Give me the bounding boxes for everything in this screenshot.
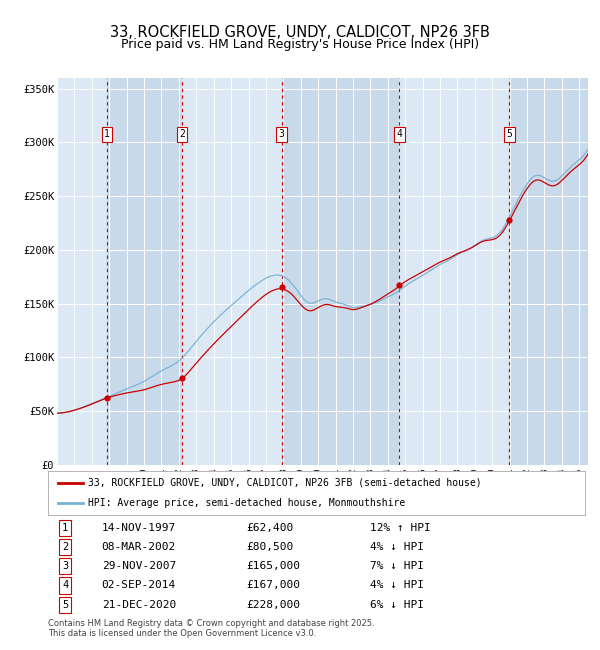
Text: 4% ↓ HPI: 4% ↓ HPI xyxy=(370,580,424,590)
Text: £228,000: £228,000 xyxy=(247,600,301,610)
Text: £165,000: £165,000 xyxy=(247,561,301,571)
Text: 12% ↑ HPI: 12% ↑ HPI xyxy=(370,523,431,532)
Text: 2: 2 xyxy=(179,129,185,139)
Text: 4: 4 xyxy=(62,580,68,590)
Text: £62,400: £62,400 xyxy=(247,523,294,532)
Bar xyxy=(282,78,400,465)
Text: 4: 4 xyxy=(397,129,403,139)
Text: £167,000: £167,000 xyxy=(247,580,301,590)
Text: 33, ROCKFIELD GROVE, UNDY, CALDICOT, NP26 3FB: 33, ROCKFIELD GROVE, UNDY, CALDICOT, NP2… xyxy=(110,25,490,40)
Bar xyxy=(57,78,107,465)
Text: 3: 3 xyxy=(279,129,284,139)
Text: 21-DEC-2020: 21-DEC-2020 xyxy=(102,600,176,610)
Text: 02-SEP-2014: 02-SEP-2014 xyxy=(102,580,176,590)
Bar xyxy=(509,78,588,465)
Text: 6% ↓ HPI: 6% ↓ HPI xyxy=(370,600,424,610)
Text: 29-NOV-2007: 29-NOV-2007 xyxy=(102,561,176,571)
Text: 33, ROCKFIELD GROVE, UNDY, CALDICOT, NP26 3FB (semi-detached house): 33, ROCKFIELD GROVE, UNDY, CALDICOT, NP2… xyxy=(88,478,482,488)
Text: HPI: Average price, semi-detached house, Monmouthshire: HPI: Average price, semi-detached house,… xyxy=(88,498,406,508)
Bar xyxy=(107,78,182,465)
Bar xyxy=(400,78,509,465)
Text: £80,500: £80,500 xyxy=(247,542,294,552)
Text: 2: 2 xyxy=(62,542,68,552)
Text: 5: 5 xyxy=(62,600,68,610)
Text: 1: 1 xyxy=(104,129,110,139)
Text: Price paid vs. HM Land Registry's House Price Index (HPI): Price paid vs. HM Land Registry's House … xyxy=(121,38,479,51)
Text: 4% ↓ HPI: 4% ↓ HPI xyxy=(370,542,424,552)
Text: 3: 3 xyxy=(62,561,68,571)
Text: 1: 1 xyxy=(62,523,68,532)
Bar xyxy=(182,78,282,465)
Text: 5: 5 xyxy=(506,129,512,139)
Text: 08-MAR-2002: 08-MAR-2002 xyxy=(102,542,176,552)
Text: Contains HM Land Registry data © Crown copyright and database right 2025.
This d: Contains HM Land Registry data © Crown c… xyxy=(48,619,374,638)
Text: 14-NOV-1997: 14-NOV-1997 xyxy=(102,523,176,532)
Text: 7% ↓ HPI: 7% ↓ HPI xyxy=(370,561,424,571)
